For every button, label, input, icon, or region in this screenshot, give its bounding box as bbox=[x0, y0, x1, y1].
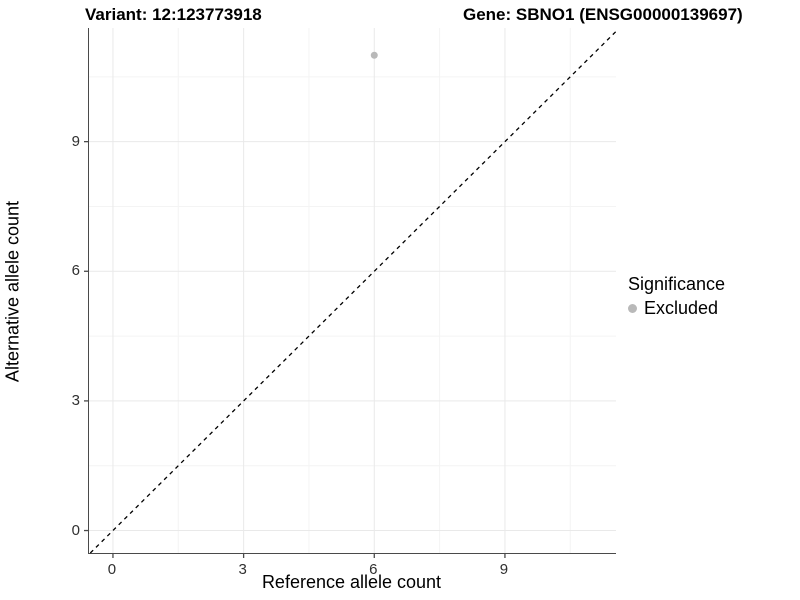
y-tick-label: 6 bbox=[71, 262, 80, 280]
legend-item-excluded: Excluded bbox=[628, 298, 725, 319]
plot-canvas bbox=[84, 28, 617, 558]
y-tick-label: 9 bbox=[71, 132, 80, 150]
legend: Significance Excluded bbox=[628, 274, 725, 319]
plot-title-gene: Gene: SBNO1 (ENSG00000139697) bbox=[463, 5, 743, 24]
identity-reference-line bbox=[89, 30, 617, 554]
legend-item-label: Excluded bbox=[644, 298, 719, 318]
y-tick-label: 0 bbox=[71, 521, 80, 539]
x-tick-label: 6 bbox=[369, 561, 378, 578]
data-point bbox=[370, 51, 378, 59]
x-tick-label: 0 bbox=[107, 561, 117, 578]
plot-title-variant: Variant: 12:123773918 bbox=[85, 5, 262, 24]
plot-panel bbox=[84, 28, 617, 558]
y-tick-label: 3 bbox=[71, 391, 80, 409]
legend-point-icon bbox=[628, 304, 637, 313]
y-axis-title: Alternative allele count bbox=[2, 200, 23, 383]
legend-title: Significance bbox=[628, 274, 726, 294]
x-axis-title: Reference allele count bbox=[261, 572, 442, 592]
x-tick-label: 3 bbox=[238, 561, 247, 578]
x-tick-label: 9 bbox=[499, 561, 509, 578]
